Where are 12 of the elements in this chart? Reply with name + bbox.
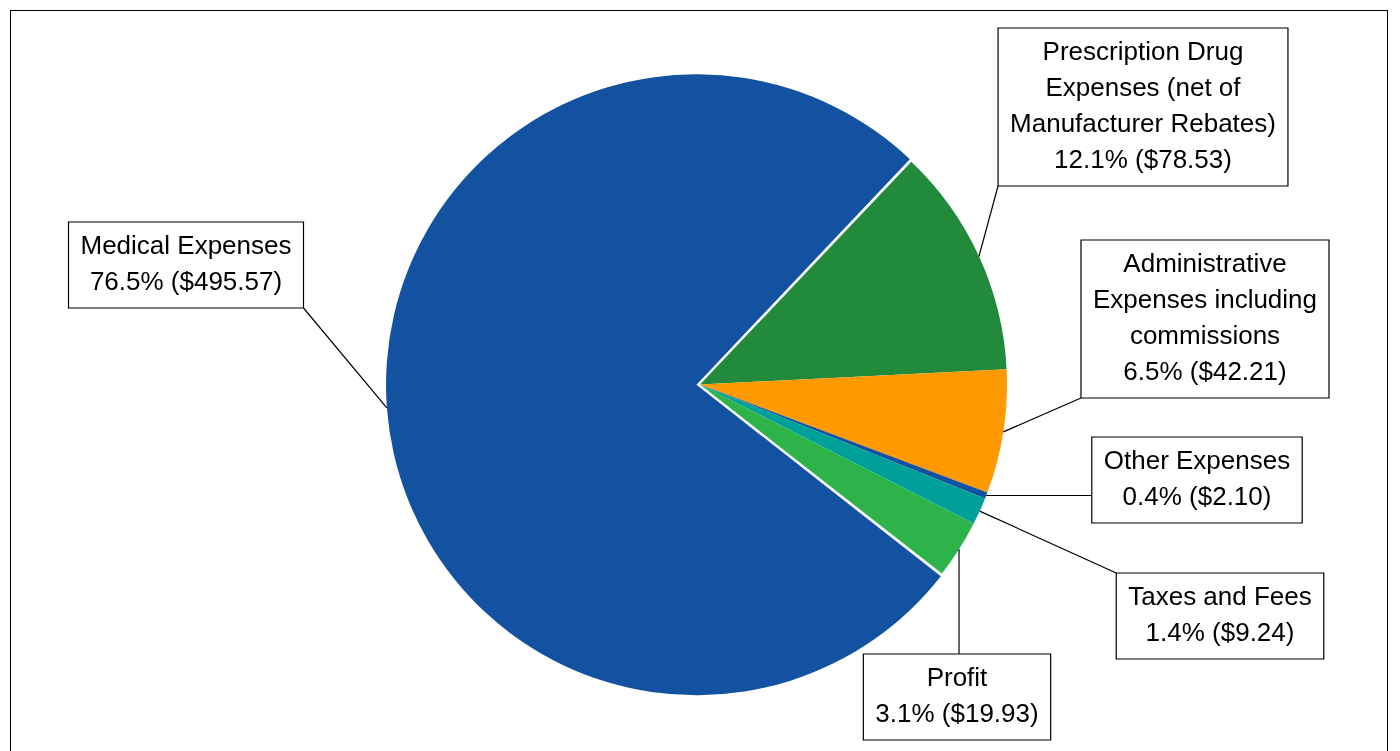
data-label: 1.4% ($9.24) [1145, 617, 1295, 648]
data-label: 3.1% ($19.93) [875, 698, 1039, 729]
slice-label: Taxes and Fees [1128, 581, 1312, 612]
data-label: 0.4% ($2.10) [1122, 481, 1272, 512]
slice-label: Administrative Expenses including commissions [1092, 248, 1318, 351]
data-label: 76.5% ($495.57) [89, 266, 283, 297]
data-label: 12.1% ($78.53) [1054, 144, 1232, 175]
slice-label: Prescription Drug Expenses (net of Manufacturer Rebates) [1010, 36, 1276, 139]
slice-label: Other Expenses [1103, 445, 1291, 476]
slice-label: Medical Expenses [80, 230, 292, 261]
data-label: 6.5% ($42.21) [1123, 356, 1287, 387]
slice-label: Profit [926, 662, 989, 693]
